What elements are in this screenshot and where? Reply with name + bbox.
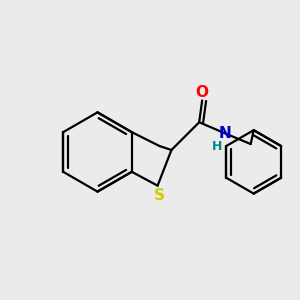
Text: O: O [196, 85, 209, 100]
Text: N: N [219, 126, 231, 141]
Text: H: H [212, 140, 222, 152]
Text: S: S [154, 188, 165, 203]
